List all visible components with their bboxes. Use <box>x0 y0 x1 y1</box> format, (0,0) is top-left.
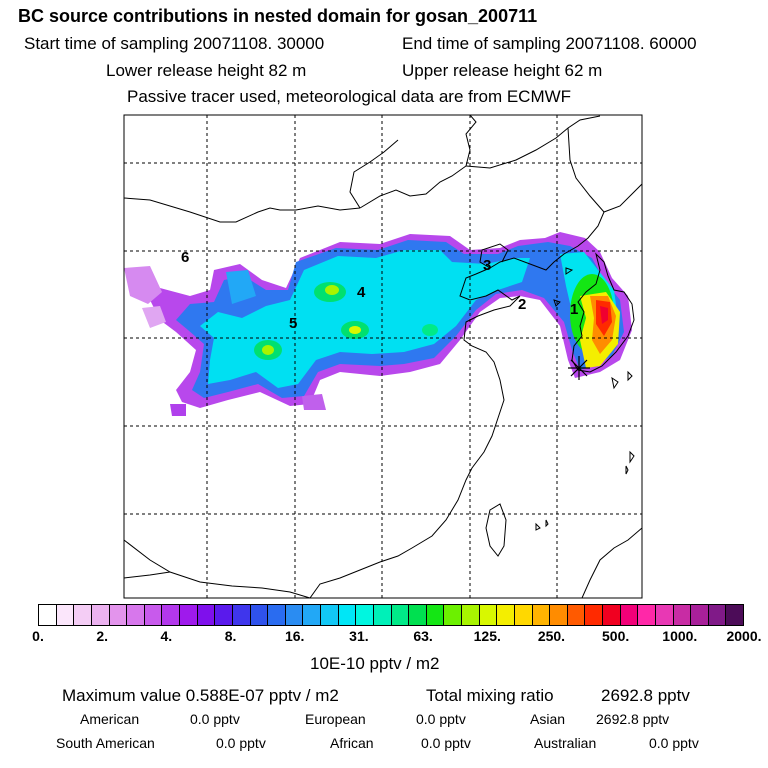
plume-hotspot <box>580 292 620 368</box>
map-frame <box>123 114 643 599</box>
region-label-2: 2 <box>518 296 526 313</box>
color-legend-cell <box>285 605 304 625</box>
color-legend-tick-label: 0. <box>32 628 44 644</box>
region-label-4: 4 <box>357 284 366 301</box>
upper-release-height-label: Upper release height 62 m <box>402 61 603 80</box>
color-legend-cell <box>197 605 216 625</box>
color-legend-cell <box>215 605 233 625</box>
color-legend-tick-label: 63. <box>413 628 433 644</box>
color-legend-cell <box>497 605 515 625</box>
color-legend-tick-label: 16. <box>284 628 305 644</box>
color-legend-cell <box>532 605 551 625</box>
color-legend-cell <box>638 605 656 625</box>
color-legend-cell <box>338 605 357 625</box>
color-legend-cell <box>444 605 462 625</box>
contribution-value: 2692.8 pptv <box>596 711 670 727</box>
plot-title: BC source contributions in nested domain… <box>18 6 538 26</box>
color-legend-cell <box>91 605 110 625</box>
color-legend-cell <box>567 605 586 625</box>
color-legend-cell <box>180 605 198 625</box>
color-legend-cell <box>479 605 498 625</box>
color-legend-cell <box>127 605 145 625</box>
contribution-name: African <box>330 735 374 751</box>
color-legend-cell <box>691 605 709 625</box>
color-legend-cell <box>462 605 480 625</box>
color-legend-tick-label: 1000. <box>662 628 698 644</box>
contribution-value: 0.0 pptv <box>190 711 240 727</box>
tracer-info-label: Passive tracer used, meteorological data… <box>127 87 572 106</box>
start-time-label: Start time of sampling 20071108. 30000 <box>24 34 325 53</box>
total-mixing-ratio-value: 2692.8 pptv <box>601 686 690 705</box>
color-legend-tick-label: 4. <box>160 628 173 644</box>
contribution-name: Asian <box>530 711 566 727</box>
color-legend-cell <box>74 605 92 625</box>
color-legend-cell <box>373 605 392 625</box>
color-legend-cell <box>250 605 269 625</box>
color-legend-cell <box>514 605 533 625</box>
color-legend-bar <box>38 604 744 626</box>
color-legend-cell <box>585 605 603 625</box>
color-legend-cell <box>708 605 727 625</box>
color-legend-tick-label: 2. <box>96 628 109 644</box>
color-legend-tick-label: 250. <box>537 628 566 644</box>
contribution-name: South American <box>56 735 155 751</box>
end-time-label: End time of sampling 20071108. 60000 <box>402 34 697 53</box>
contribution-name: European <box>305 711 366 727</box>
receptor-star-icon <box>568 356 590 380</box>
color-legend-tick-label: 500. <box>602 628 630 644</box>
color-legend-tick-label: 125. <box>473 628 501 644</box>
total-mixing-ratio-label: Total mixing ratio <box>426 686 554 705</box>
color-legend-cell <box>655 605 674 625</box>
units-label: 10E-10 pptv / m2 <box>310 654 440 673</box>
color-legend-tick-label: 2000. <box>726 628 762 644</box>
color-legend-cell <box>426 605 445 625</box>
lower-release-height-label: Lower release height 82 m <box>106 61 307 80</box>
color-legend-cell <box>109 605 128 625</box>
maximum-value-label: Maximum value 0.588E-07 pptv / m2 <box>62 686 339 705</box>
color-legend-cell <box>56 605 75 625</box>
region-label-6: 6 <box>181 249 189 266</box>
color-legend-cell <box>603 605 621 625</box>
color-legend-cell <box>162 605 180 625</box>
contribution-value: 0.0 pptv <box>216 735 266 751</box>
color-legend-cell <box>39 605 57 625</box>
color-legend-tick-label: 31. <box>349 628 369 644</box>
color-legend-cell <box>726 605 743 625</box>
color-legend-cell <box>144 605 163 625</box>
color-legend-cell <box>303 605 321 625</box>
color-legend-cell <box>232 605 251 625</box>
color-legend-cell <box>356 605 374 625</box>
color-legend-cell <box>268 605 286 625</box>
contribution-value: 0.0 pptv <box>421 735 471 751</box>
contribution-value: 0.0 pptv <box>416 711 466 727</box>
contribution-name: American <box>80 711 140 727</box>
color-legend-tick-label: 8. <box>224 628 237 644</box>
color-legend-cell <box>391 605 410 625</box>
color-legend-cell <box>620 605 639 625</box>
region-label-1: 1 <box>570 301 578 318</box>
region-label-5: 5 <box>289 315 297 332</box>
region-label-3: 3 <box>483 257 491 274</box>
color-legend-cell <box>673 605 692 625</box>
color-legend-cell <box>409 605 427 625</box>
color-legend-cell <box>550 605 568 625</box>
contribution-value: 0.0 pptv <box>649 735 699 751</box>
color-legend-cell <box>321 605 339 625</box>
contribution-name: Australian <box>534 735 597 751</box>
lat-lon-grid <box>124 115 642 598</box>
